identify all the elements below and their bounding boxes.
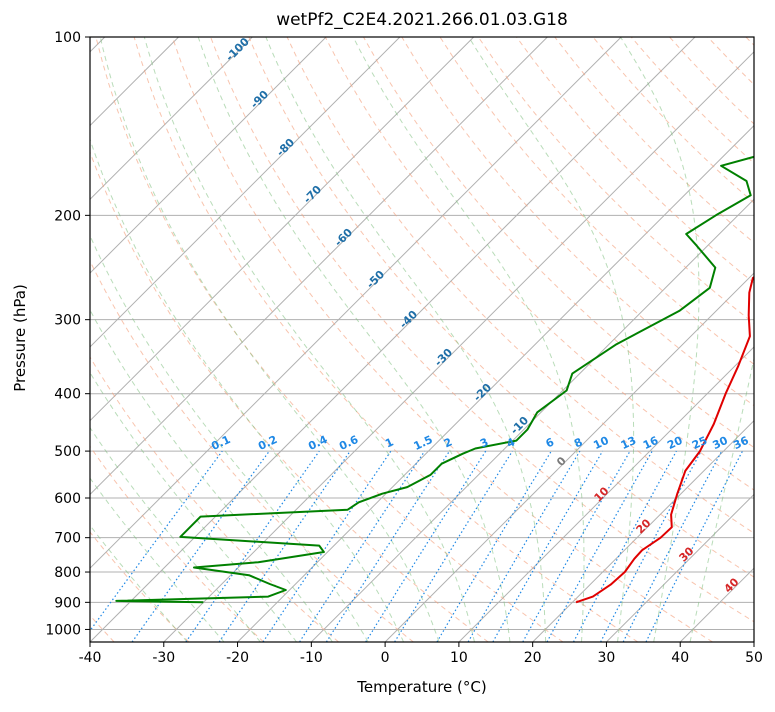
isotherm-gridline xyxy=(0,37,252,642)
dry-adiabat xyxy=(708,37,775,642)
dry-adiabat xyxy=(364,37,775,642)
adiabat-label: -80 xyxy=(274,136,297,159)
mixing-ratio-line xyxy=(263,451,391,642)
mixing-ratio-line xyxy=(547,451,652,642)
adiabat-label: -90 xyxy=(248,88,271,111)
dry-adiabat xyxy=(0,37,264,642)
mixing-ratio-line xyxy=(574,451,677,642)
moist-adiabat xyxy=(469,37,634,642)
isotherm-gridline xyxy=(0,37,400,642)
adiabat-label: -20 xyxy=(471,381,494,404)
mixing-ratio-label: 36 xyxy=(731,434,751,452)
adiabat-label: 0 xyxy=(554,454,569,469)
x-tick-label: -20 xyxy=(226,650,249,666)
y-tick-label: 500 xyxy=(54,444,81,460)
dry-adiabat xyxy=(746,37,775,642)
isotherm-gridline xyxy=(0,37,547,642)
chart-title: wetPf2_C2E4.2021.266.01.03.G18 xyxy=(90,10,754,30)
y-tick-label: 100 xyxy=(54,30,81,46)
mixing-ratio-label: 0.6 xyxy=(337,433,360,453)
y-tick-label: 300 xyxy=(54,313,81,329)
adiabat-label: 20 xyxy=(634,516,654,536)
x-tick-label: 30 xyxy=(598,650,616,666)
mixing-ratio-label: 10 xyxy=(591,434,611,452)
isotherm-gridline xyxy=(311,37,775,642)
dry-adiabat xyxy=(555,37,775,642)
moist-adiabat xyxy=(63,37,403,642)
isotherm-gridline xyxy=(459,37,775,642)
x-axis-label: Temperature (°C) xyxy=(90,678,754,696)
mixing-ratio-label: 1 xyxy=(383,435,395,450)
x-tick-label: -40 xyxy=(79,650,102,666)
x-tick-label: 20 xyxy=(524,650,542,666)
adiabat-label: -40 xyxy=(397,308,420,331)
mixing-ratio-line xyxy=(326,451,449,642)
isotherm-gridline xyxy=(754,37,775,642)
x-tick-label: 40 xyxy=(671,650,689,666)
moist-adiabat xyxy=(0,37,224,642)
y-tick-label: 600 xyxy=(54,491,81,507)
mixing-ratio-line xyxy=(300,451,425,642)
adiabat-label: 30 xyxy=(677,544,697,564)
mixing-ratio-line xyxy=(82,451,223,642)
mixing-ratio-label: 1.5 xyxy=(412,433,435,453)
dry-adiabat xyxy=(58,37,489,642)
moist-adiabat xyxy=(0,37,260,642)
y-tick-label: 400 xyxy=(54,387,81,403)
adiabat-label: -70 xyxy=(301,183,324,206)
mixing-ratio-label: 6 xyxy=(544,435,557,450)
mixing-ratio-line xyxy=(523,451,630,642)
y-tick-label: 1000 xyxy=(45,622,81,638)
x-tick-label: 50 xyxy=(745,650,763,666)
adiabat-label: -60 xyxy=(332,226,355,249)
x-tick-label: 10 xyxy=(450,650,468,666)
moist-adiabat xyxy=(100,37,439,642)
dry-adiabat xyxy=(517,37,775,642)
adiabat-label: 40 xyxy=(722,575,742,595)
plot-area xyxy=(0,37,775,642)
mixing-ratio-label: 0.4 xyxy=(306,433,329,453)
x-tick-label: -30 xyxy=(152,650,175,666)
mixing-ratio-label: 8 xyxy=(572,435,584,450)
moist-adiabat xyxy=(4,37,333,642)
moist-adiabat xyxy=(32,37,368,642)
moist-adiabat xyxy=(690,37,775,642)
x-tick-label: -10 xyxy=(300,650,323,666)
mixing-ratio-label: 20 xyxy=(665,434,685,452)
isotherm-gridline xyxy=(90,37,695,642)
y-tick-label: 800 xyxy=(54,565,81,581)
mixing-ratio-line xyxy=(437,451,551,642)
x-tick-label: 0 xyxy=(381,650,390,666)
mixing-ratio-label: 2 xyxy=(442,435,454,450)
isotherm-gridline xyxy=(16,37,621,642)
y-axis-label: Pressure (hPa) xyxy=(11,284,29,392)
mixing-ratio-label: 0.2 xyxy=(256,433,279,453)
isotherm-gridline xyxy=(680,37,775,642)
isotherm-gridline xyxy=(0,37,326,642)
adiabat-label: -100 xyxy=(223,35,252,64)
adiabat-label: -10 xyxy=(508,414,531,437)
dry-adiabat xyxy=(134,37,638,642)
dry-adiabat xyxy=(19,37,413,642)
y-tick-label: 200 xyxy=(54,208,81,224)
y-tick-label: 900 xyxy=(54,595,81,611)
dry-adiabat xyxy=(0,37,339,642)
isotherm-gridline xyxy=(164,37,769,642)
adiabat-label: -30 xyxy=(432,346,455,369)
adiabat-label: -50 xyxy=(364,268,387,291)
mixing-ratio-label: 13 xyxy=(619,434,638,452)
mixing-ratio-label: 16 xyxy=(641,434,661,452)
isotherm-gridline xyxy=(533,37,775,642)
mixing-ratio-label: 0.1 xyxy=(209,433,232,453)
y-tick-label: 700 xyxy=(54,531,81,547)
mixing-ratio-label: 30 xyxy=(711,434,731,452)
